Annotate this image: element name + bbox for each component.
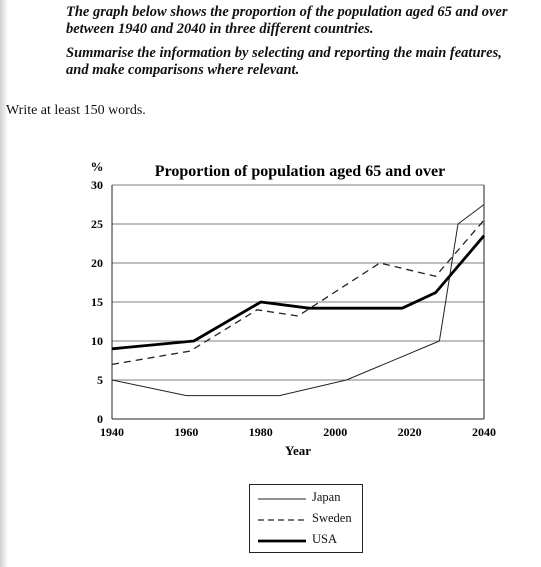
chart-legend: Japan Sweden USA xyxy=(249,484,363,553)
y-tick-label-5: 5 xyxy=(97,373,103,387)
legend-item-sweden: Sweden xyxy=(256,510,360,530)
legend-item-japan: Japan xyxy=(256,489,360,509)
x-tick-label-1980: 1980 xyxy=(249,425,273,439)
x-tick-label-2000: 2000 xyxy=(323,425,347,439)
x-tick-label-1960: 1960 xyxy=(174,425,198,439)
y-tick-label-30: 30 xyxy=(91,178,103,192)
chart-ticks: 0 5 10 15 20 25 30 1940 1960 1980 2000 2020 2040 xyxy=(91,178,496,439)
x-tick-label-2020: 2020 xyxy=(398,425,422,439)
y-tick-label-10: 10 xyxy=(91,334,103,348)
chart-series xyxy=(111,204,486,397)
legend-item-usa: USA xyxy=(256,531,360,551)
series-line-sweden xyxy=(111,219,485,366)
legend-swatch-usa xyxy=(258,539,306,543)
legend-swatch-sweden xyxy=(258,519,306,521)
x-axis-label: Year xyxy=(285,443,311,458)
y-tick-label-25: 25 xyxy=(91,217,103,231)
legend-swatch-japan xyxy=(258,498,306,500)
word-count-instruction: Write at least 150 words. xyxy=(6,103,146,118)
task-prompt-line-2: Summarise the information by selecting a… xyxy=(66,45,502,78)
y-tick-label-0: 0 xyxy=(97,412,103,426)
chart-title: Proportion of population aged 65 and ove… xyxy=(155,163,445,180)
legend-label-japan: Japan xyxy=(312,490,341,504)
y-axis-label: % xyxy=(91,159,104,174)
series-line-usa xyxy=(111,234,486,351)
x-tick-label-1940: 1940 xyxy=(100,425,124,439)
legend-label-usa: USA xyxy=(312,532,338,546)
series-line-japan xyxy=(111,204,485,397)
page-edge-shadow xyxy=(0,0,8,567)
y-tick-label-15: 15 xyxy=(91,295,103,309)
task-prompt-line-1: The graph below shows the proportion of … xyxy=(66,4,508,37)
legend-label-sweden: Sweden xyxy=(312,511,352,525)
task-prompt: The graph below shows the proportion of … xyxy=(66,4,526,86)
y-tick-label-20: 20 xyxy=(91,256,103,270)
x-tick-label-2040: 2040 xyxy=(472,425,496,439)
chart-grid xyxy=(112,184,484,381)
